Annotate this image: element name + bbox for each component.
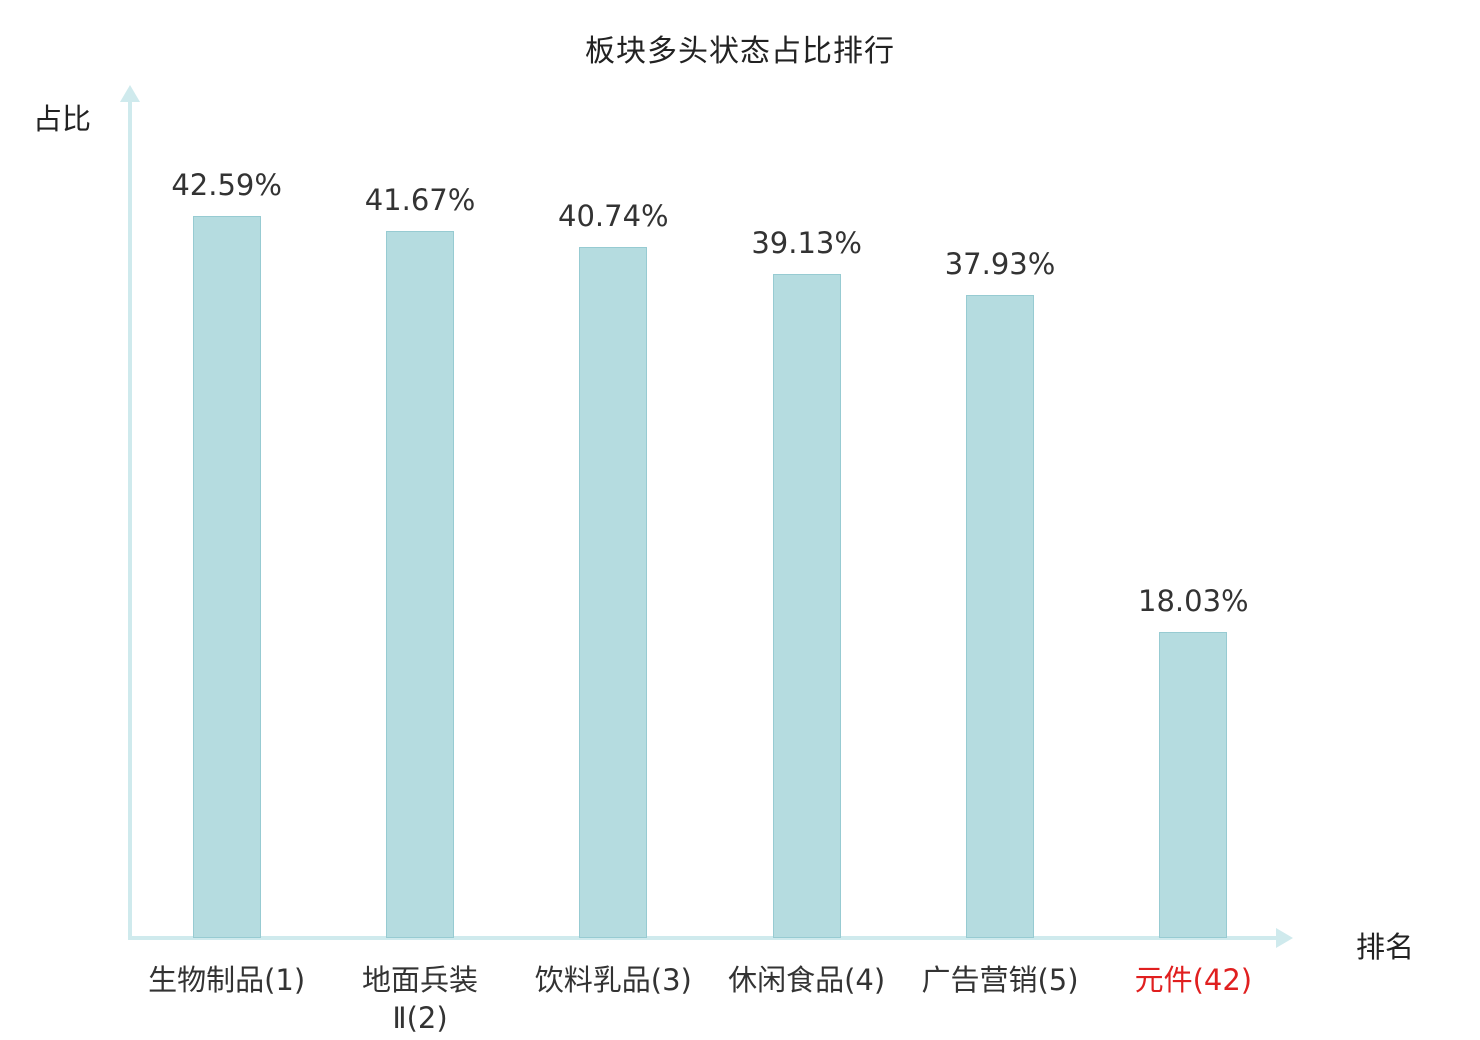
x-tick-label: 元件(42) [1134, 963, 1253, 997]
bar-3 [579, 247, 648, 938]
x-axis-label: 排名 [1356, 930, 1415, 964]
bar-value-label: 40.74% [558, 199, 669, 234]
bar-1 [192, 215, 261, 938]
x-axis-arrow-icon [1276, 928, 1293, 948]
x-tick-label: 休闲食品(4) [728, 963, 886, 997]
y-axis-label: 占比 [33, 102, 92, 136]
x-tick-label: 生物制品(1) [148, 963, 306, 997]
y-axis-arrow-icon [120, 85, 140, 102]
bar-value-label: 37.93% [944, 246, 1056, 281]
bar-value-label: 41.67% [364, 183, 476, 218]
chart-title: 板块多头状态占比排行 [585, 34, 895, 69]
bar-value-label: 18.03% [1138, 584, 1249, 619]
x-tick-label: 地面兵装 Ⅱ(2) [361, 963, 478, 1035]
bar-value-label: 42.59% [171, 167, 282, 202]
x-axis-line [128, 936, 1280, 940]
x-tick-label: 饮料乳品(3) [534, 963, 692, 997]
x-tick-label: 广告营销(5) [921, 963, 1079, 997]
bar-4 [772, 274, 841, 938]
y-axis-line [128, 100, 132, 940]
bar-6 [1159, 632, 1228, 938]
bar-5 [966, 294, 1034, 938]
bar-2 [386, 231, 454, 938]
bar-value-label: 39.13% [751, 226, 862, 261]
